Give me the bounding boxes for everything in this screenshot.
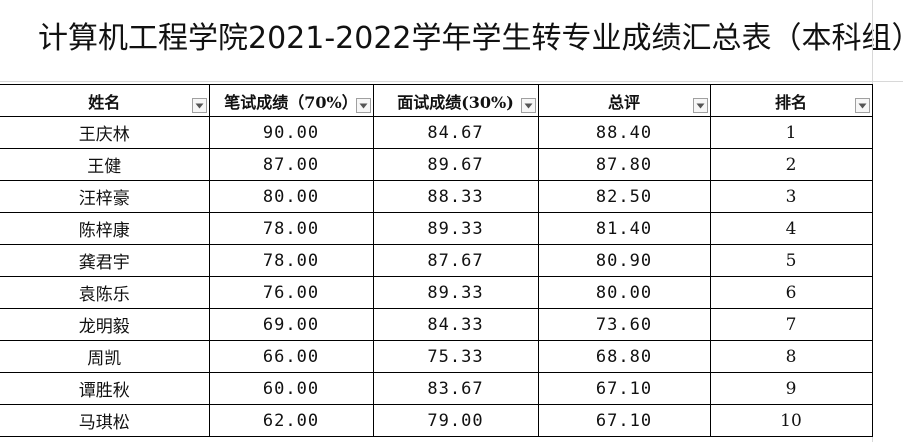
table-row: 王庆林 90.00 84.67 88.40 1 [0,116,873,149]
total-score-cell[interactable]: 82.50 [537,180,711,213]
header-rank: 排名 [709,84,873,117]
rank-cell[interactable]: 6 [709,276,873,309]
header-name: 姓名 [0,84,210,117]
written-score-cell[interactable]: 60.00 [208,372,374,405]
header-label: 排名 [774,92,807,112]
interview-score-cell[interactable]: 75.33 [372,340,539,373]
name-cell[interactable]: 袁陈乐 [0,276,210,309]
table-row: 陈梓康 78.00 89.33 81.40 4 [0,212,873,245]
total-score-cell[interactable]: 68.80 [537,340,711,373]
table-row: 汪梓豪 80.00 88.33 82.50 3 [0,180,873,213]
scores-table: 姓名 笔试成绩（70%） 面试成绩(30%) 总评 排名 王庆林 90.00 84.67 88… [0,84,873,437]
written-score-cell[interactable]: 78.00 [208,212,374,245]
dropdown-arrow-icon [359,103,367,108]
filter-dropdown-button[interactable] [854,98,870,113]
filter-dropdown-button[interactable] [355,98,371,113]
table-row: 周凯 66.00 75.33 68.80 8 [0,340,873,373]
interview-score-cell[interactable]: 89.67 [372,148,539,181]
total-score-cell[interactable]: 87.80 [537,148,711,181]
name-cell[interactable]: 龚君宇 [0,244,210,277]
rank-cell[interactable]: 4 [709,212,873,245]
name-cell[interactable]: 陈梓康 [0,212,210,245]
dropdown-arrow-icon [858,103,866,108]
interview-score-cell[interactable]: 89.33 [372,276,539,309]
name-cell[interactable]: 汪梓豪 [0,180,210,213]
filter-dropdown-button[interactable] [520,98,536,113]
header-written-score: 笔试成绩（70%） [208,84,374,117]
table-row: 王健 87.00 89.67 87.80 2 [0,148,873,181]
table-row: 谭胜秋 60.00 83.67 67.10 9 [0,372,873,405]
table-row: 袁陈乐 76.00 89.33 80.00 6 [0,276,873,309]
interview-score-cell[interactable]: 89.33 [372,212,539,245]
dropdown-arrow-icon [524,103,532,108]
name-cell[interactable]: 马琪松 [0,404,210,437]
sheet-title: 计算机工程学院2021-2022学年学生转专业成绩汇总表（本科组） [0,0,903,82]
total-score-cell[interactable]: 81.40 [537,212,711,245]
header-total: 总评 [537,84,711,117]
total-score-cell[interactable]: 73.60 [537,308,711,341]
written-score-cell[interactable]: 87.00 [208,148,374,181]
rank-cell[interactable]: 10 [709,404,873,437]
rank-cell[interactable]: 7 [709,308,873,341]
interview-score-cell[interactable]: 87.67 [372,244,539,277]
rank-cell[interactable]: 9 [709,372,873,405]
table-row: 龚君宇 78.00 87.67 80.90 5 [0,244,873,277]
interview-score-cell[interactable]: 79.00 [372,404,539,437]
interview-score-cell[interactable]: 83.67 [372,372,539,405]
column-gridline [872,0,873,442]
dropdown-arrow-icon [195,103,203,108]
written-score-cell[interactable]: 78.00 [208,244,374,277]
total-score-cell[interactable]: 88.40 [537,116,711,149]
interview-score-cell[interactable]: 84.33 [372,308,539,341]
table-row: 马琪松 62.00 79.00 67.10 10 [0,404,873,437]
name-cell[interactable]: 周凯 [0,340,210,373]
written-score-cell[interactable]: 62.00 [208,404,374,437]
written-score-cell[interactable]: 66.00 [208,340,374,373]
rank-cell[interactable]: 8 [709,340,873,373]
rank-cell[interactable]: 2 [709,148,873,181]
name-cell[interactable]: 王健 [0,148,210,181]
filter-dropdown-button[interactable] [692,98,708,113]
written-score-cell[interactable]: 69.00 [208,308,374,341]
dropdown-arrow-icon [696,103,704,108]
header-label: 面试成绩(30%) [397,92,514,112]
total-score-cell[interactable]: 67.10 [537,404,711,437]
total-score-cell[interactable]: 67.10 [537,372,711,405]
name-cell[interactable]: 谭胜秋 [0,372,210,405]
rank-cell[interactable]: 1 [709,116,873,149]
written-score-cell[interactable]: 76.00 [208,276,374,309]
header-interview-score: 面试成绩(30%) [372,84,539,117]
table-row: 龙明毅 69.00 84.33 73.60 7 [0,308,873,341]
table-body: 王庆林 90.00 84.67 88.40 1 王健 87.00 89.67 87.80 2 汪梓豪… [0,116,873,437]
written-score-cell[interactable]: 90.00 [208,116,374,149]
total-score-cell[interactable]: 80.00 [537,276,711,309]
filter-dropdown-button[interactable] [191,98,207,113]
name-cell[interactable]: 王庆林 [0,116,210,149]
interview-score-cell[interactable]: 88.33 [372,180,539,213]
rank-cell[interactable]: 3 [709,180,873,213]
header-row: 姓名 笔试成绩（70%） 面试成绩(30%) 总评 排名 [0,84,873,117]
header-label: 总评 [607,92,640,112]
name-cell[interactable]: 龙明毅 [0,308,210,341]
written-score-cell[interactable]: 80.00 [208,180,374,213]
header-label: 笔试成绩（70%） [224,92,358,112]
total-score-cell[interactable]: 80.90 [537,244,711,277]
header-label: 姓名 [88,92,121,112]
interview-score-cell[interactable]: 84.67 [372,116,539,149]
rank-cell[interactable]: 5 [709,244,873,277]
